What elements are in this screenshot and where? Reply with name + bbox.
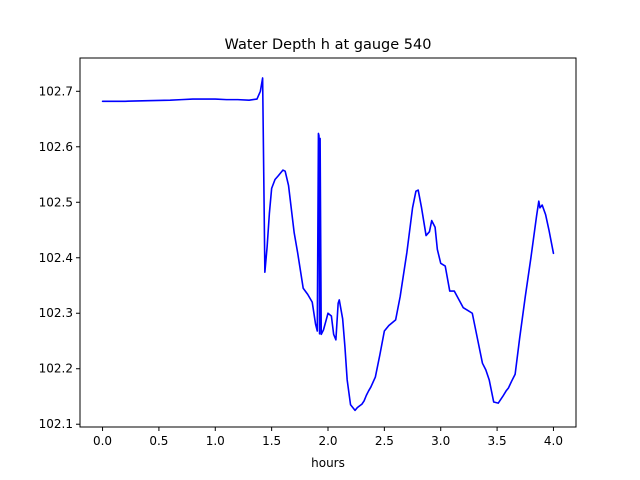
y-tick-label: 102.2 <box>39 362 73 376</box>
y-tick-label: 102.1 <box>39 417 73 431</box>
x-tick-label: 0.0 <box>93 434 112 448</box>
y-tick-label: 102.6 <box>39 140 73 154</box>
x-tick-label: 1.5 <box>262 434 281 448</box>
y-axis-ticks: 102.1 102.2 102.3 102.4 102.5 102.6 102.7 <box>39 84 80 431</box>
x-tick-label: 4.0 <box>544 434 563 448</box>
x-tick-label: 2.0 <box>318 434 337 448</box>
x-tick-label: 1.0 <box>206 434 225 448</box>
series-line-0 <box>101 77 555 412</box>
axes-frame <box>79 57 577 428</box>
y-tick-label: 102.7 <box>39 84 73 98</box>
chart-title: Water Depth h at gauge 540 <box>225 37 432 53</box>
x-tick-label: 0.5 <box>149 434 168 448</box>
x-tick-label: 3.0 <box>431 434 450 448</box>
x-axis-ticks: 0.0 0.5 1.0 1.5 2.0 2.5 3.0 3.5 4.0 <box>93 427 563 448</box>
x-tick-label: 3.5 <box>488 434 507 448</box>
y-tick-label: 102.3 <box>39 306 73 320</box>
x-axis-label: hours <box>311 456 345 470</box>
y-tick-label: 102.4 <box>39 251 73 265</box>
y-tick-label: 102.5 <box>39 195 73 209</box>
plot-area <box>101 77 555 412</box>
x-tick-label: 2.5 <box>375 434 394 448</box>
